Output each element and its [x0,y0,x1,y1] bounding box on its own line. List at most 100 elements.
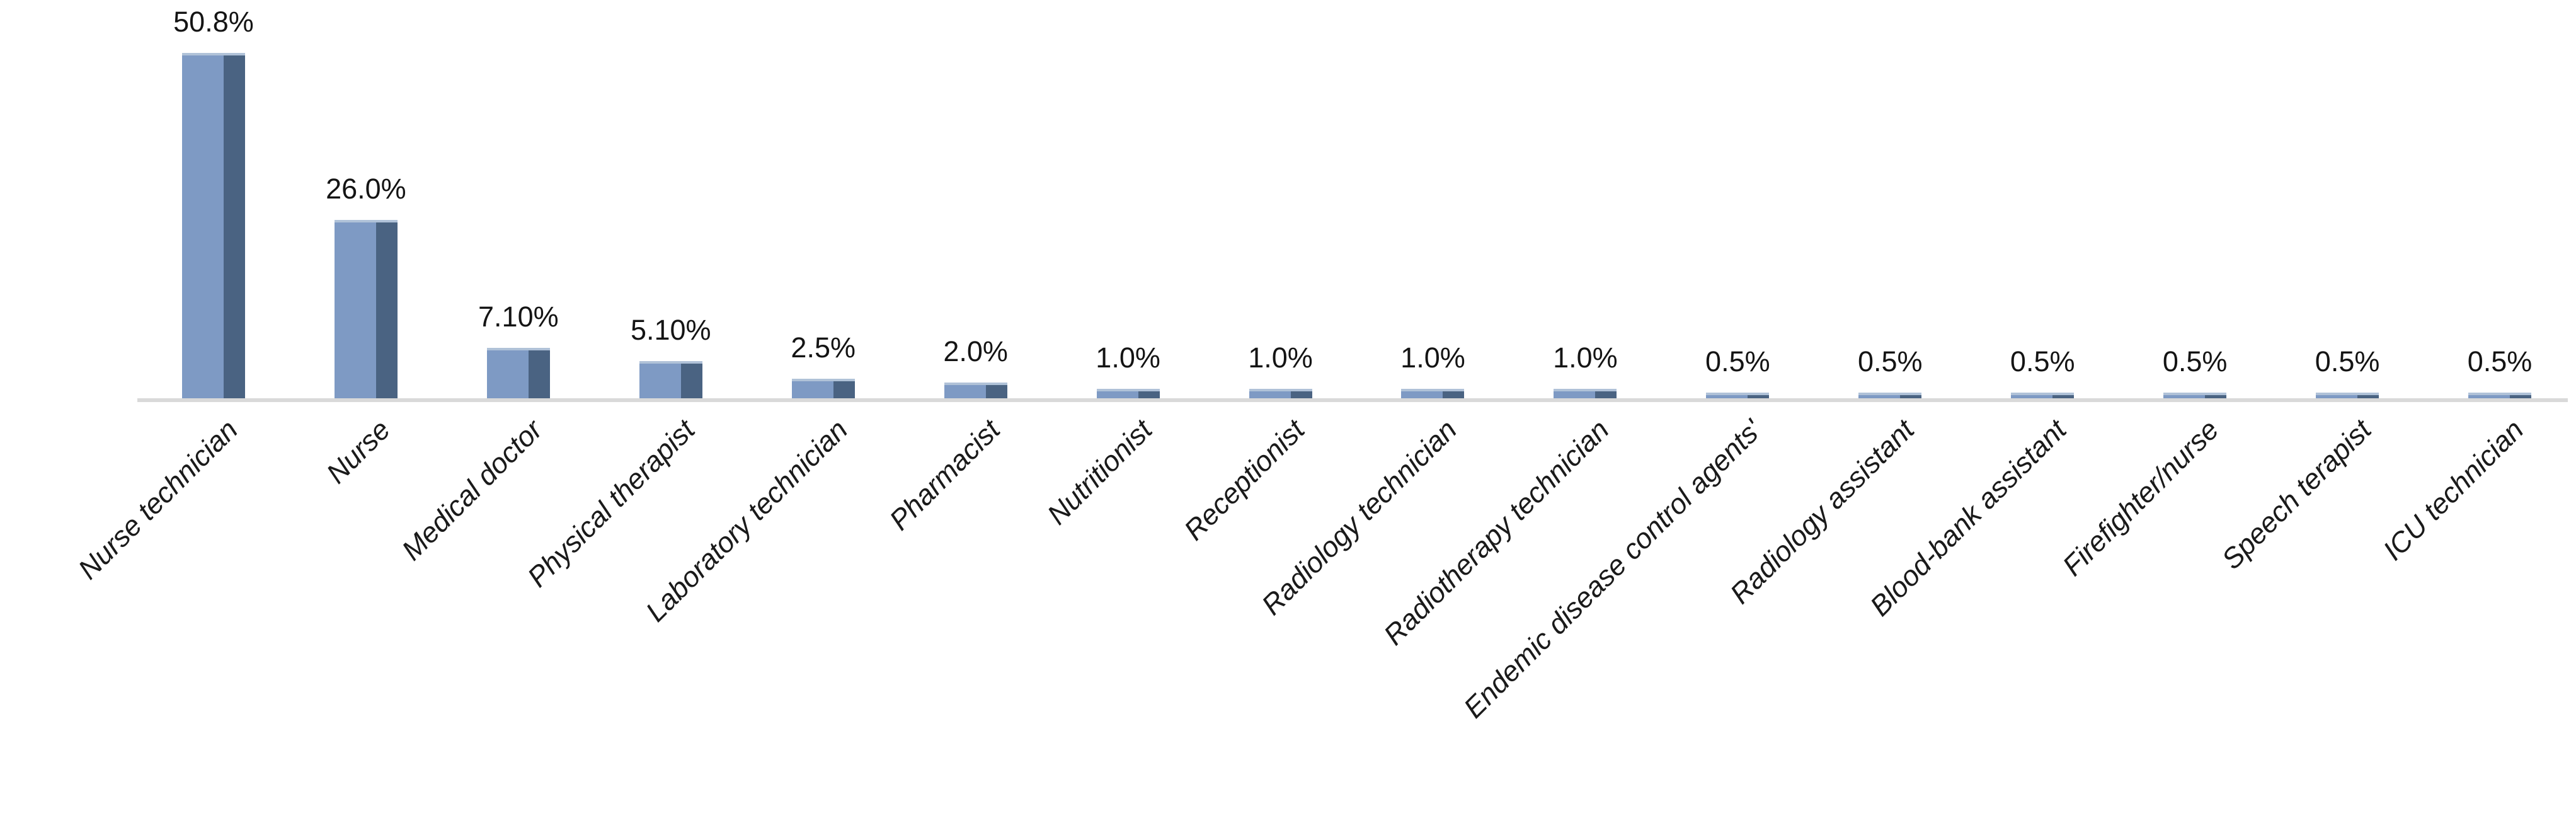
bar-faces [1096,391,1160,398]
value-label: 0.5% [2010,345,2075,377]
value-label: 2.5% [791,331,856,364]
value-label: 0.5% [1705,345,1770,377]
bar [2163,393,2227,398]
bar-side-face [375,222,398,398]
value-label: 0.5% [2467,345,2533,377]
x-axis-category-label: Endemic disease control agents' [1457,413,1768,725]
bar-slot: 1.0% [1205,0,1357,398]
bar-slot: 0.5% [2119,0,2271,398]
value-label: 50.8% [173,5,254,38]
x-axis-category-label: Nutritionist [1041,413,1159,531]
bar-front-face [1858,395,1901,398]
bar-side-face [2052,395,2075,398]
bar-top-face [1401,389,1465,391]
bar-side-face [1595,391,1617,398]
bar-faces [334,222,398,398]
bar-front-face [334,222,376,398]
bar-front-face [1554,391,1596,398]
bar-front-face [1401,391,1443,398]
bar-slot: 0.5% [2424,0,2576,398]
bar-top-face [334,220,398,222]
bar-top-face [2468,393,2532,395]
value-label: 0.5% [2162,345,2228,377]
value-label: 1.0% [1553,341,1618,374]
bar-top-face [486,348,550,350]
bar-top-face [1096,389,1160,391]
bar-slot: 50.8% [137,0,290,398]
x-axis-category-label: Physical therapist [521,413,701,594]
bar [944,383,1007,398]
bar-top-face [639,361,702,364]
value-label: 2.0% [943,335,1008,367]
bar-side-face [1900,395,1922,398]
bar-side-face [1748,395,1770,398]
bar [1096,389,1160,398]
bar-top-face [1858,393,1922,395]
bar-front-face [2468,395,2510,398]
bar [2316,393,2379,398]
bar-side-face [1443,391,1465,398]
bar-top-face [2163,393,2227,395]
bar-front-face [1706,395,1748,398]
bar-side-face [1138,391,1160,398]
bar-faces [486,350,550,398]
bar-front-face [1249,391,1291,398]
bar [639,361,702,398]
x-axis-line [137,398,2568,402]
bar [2011,393,2075,398]
bar [334,220,398,398]
bar-slot: 0.5% [1661,0,1814,398]
bar-top-face [1249,389,1312,391]
bar [2468,393,2532,398]
bar-top-face [181,53,245,55]
value-label: 0.5% [1857,345,1923,377]
bar-side-face [1290,391,1312,398]
bar-slot: 1.0% [1357,0,1509,398]
x-axis-category-label: Nurse [319,413,396,490]
bar-front-face [1096,391,1138,398]
bar [1858,393,1922,398]
bar-faces [2163,395,2227,398]
bar-front-face [791,381,833,398]
bar-front-face [181,55,224,398]
bar-slot: 1.0% [1052,0,1205,398]
bar [1554,389,1617,398]
bar [1706,393,1770,398]
value-label: 26.0% [326,172,406,205]
bar-faces [1554,391,1617,398]
bar-side-face [680,364,702,398]
bar [486,348,550,398]
bar-slot: 0.5% [2271,0,2424,398]
bar-side-face [2510,395,2532,398]
bar-faces [1858,395,1922,398]
bar-faces [2468,395,2532,398]
bar-top-face [944,383,1007,385]
value-label: 0.5% [2315,345,2380,377]
bar-front-face [639,364,681,398]
bar-faces [639,364,702,398]
x-axis-category-label: Firefighter/nurse [2056,413,2225,582]
bar-slot: 2.5% [747,0,900,398]
bar-front-face [486,350,529,398]
bar-slot: 0.5% [1814,0,1966,398]
bar-faces [1401,391,1465,398]
x-axis-category-label: ICU technician [2376,413,2530,567]
bar-top-face [2011,393,2075,395]
bar [791,379,855,398]
bar-front-face [2163,395,2206,398]
plot-area: 50.8% 26.0% 7.10% 5.10% 2.5% 2.0% 1.0% 1.0% 1.0%… [137,0,2576,398]
bar-faces [1249,391,1312,398]
bar-top-face [2316,393,2379,395]
bar-faces [181,55,245,398]
bars-row: 50.8% 26.0% 7.10% 5.10% 2.5% 2.0% 1.0% 1.0% 1.0%… [137,0,2576,398]
bar-slot: 26.0% [290,0,442,398]
bar-side-face [528,350,550,398]
bar-faces [1706,395,1770,398]
bar-slot: 0.5% [1966,0,2119,398]
value-label: 1.0% [1096,341,1160,374]
x-axis-category-label: Receptionist [1177,413,1311,547]
bar-faces [2011,395,2075,398]
bar-side-face [223,55,245,398]
